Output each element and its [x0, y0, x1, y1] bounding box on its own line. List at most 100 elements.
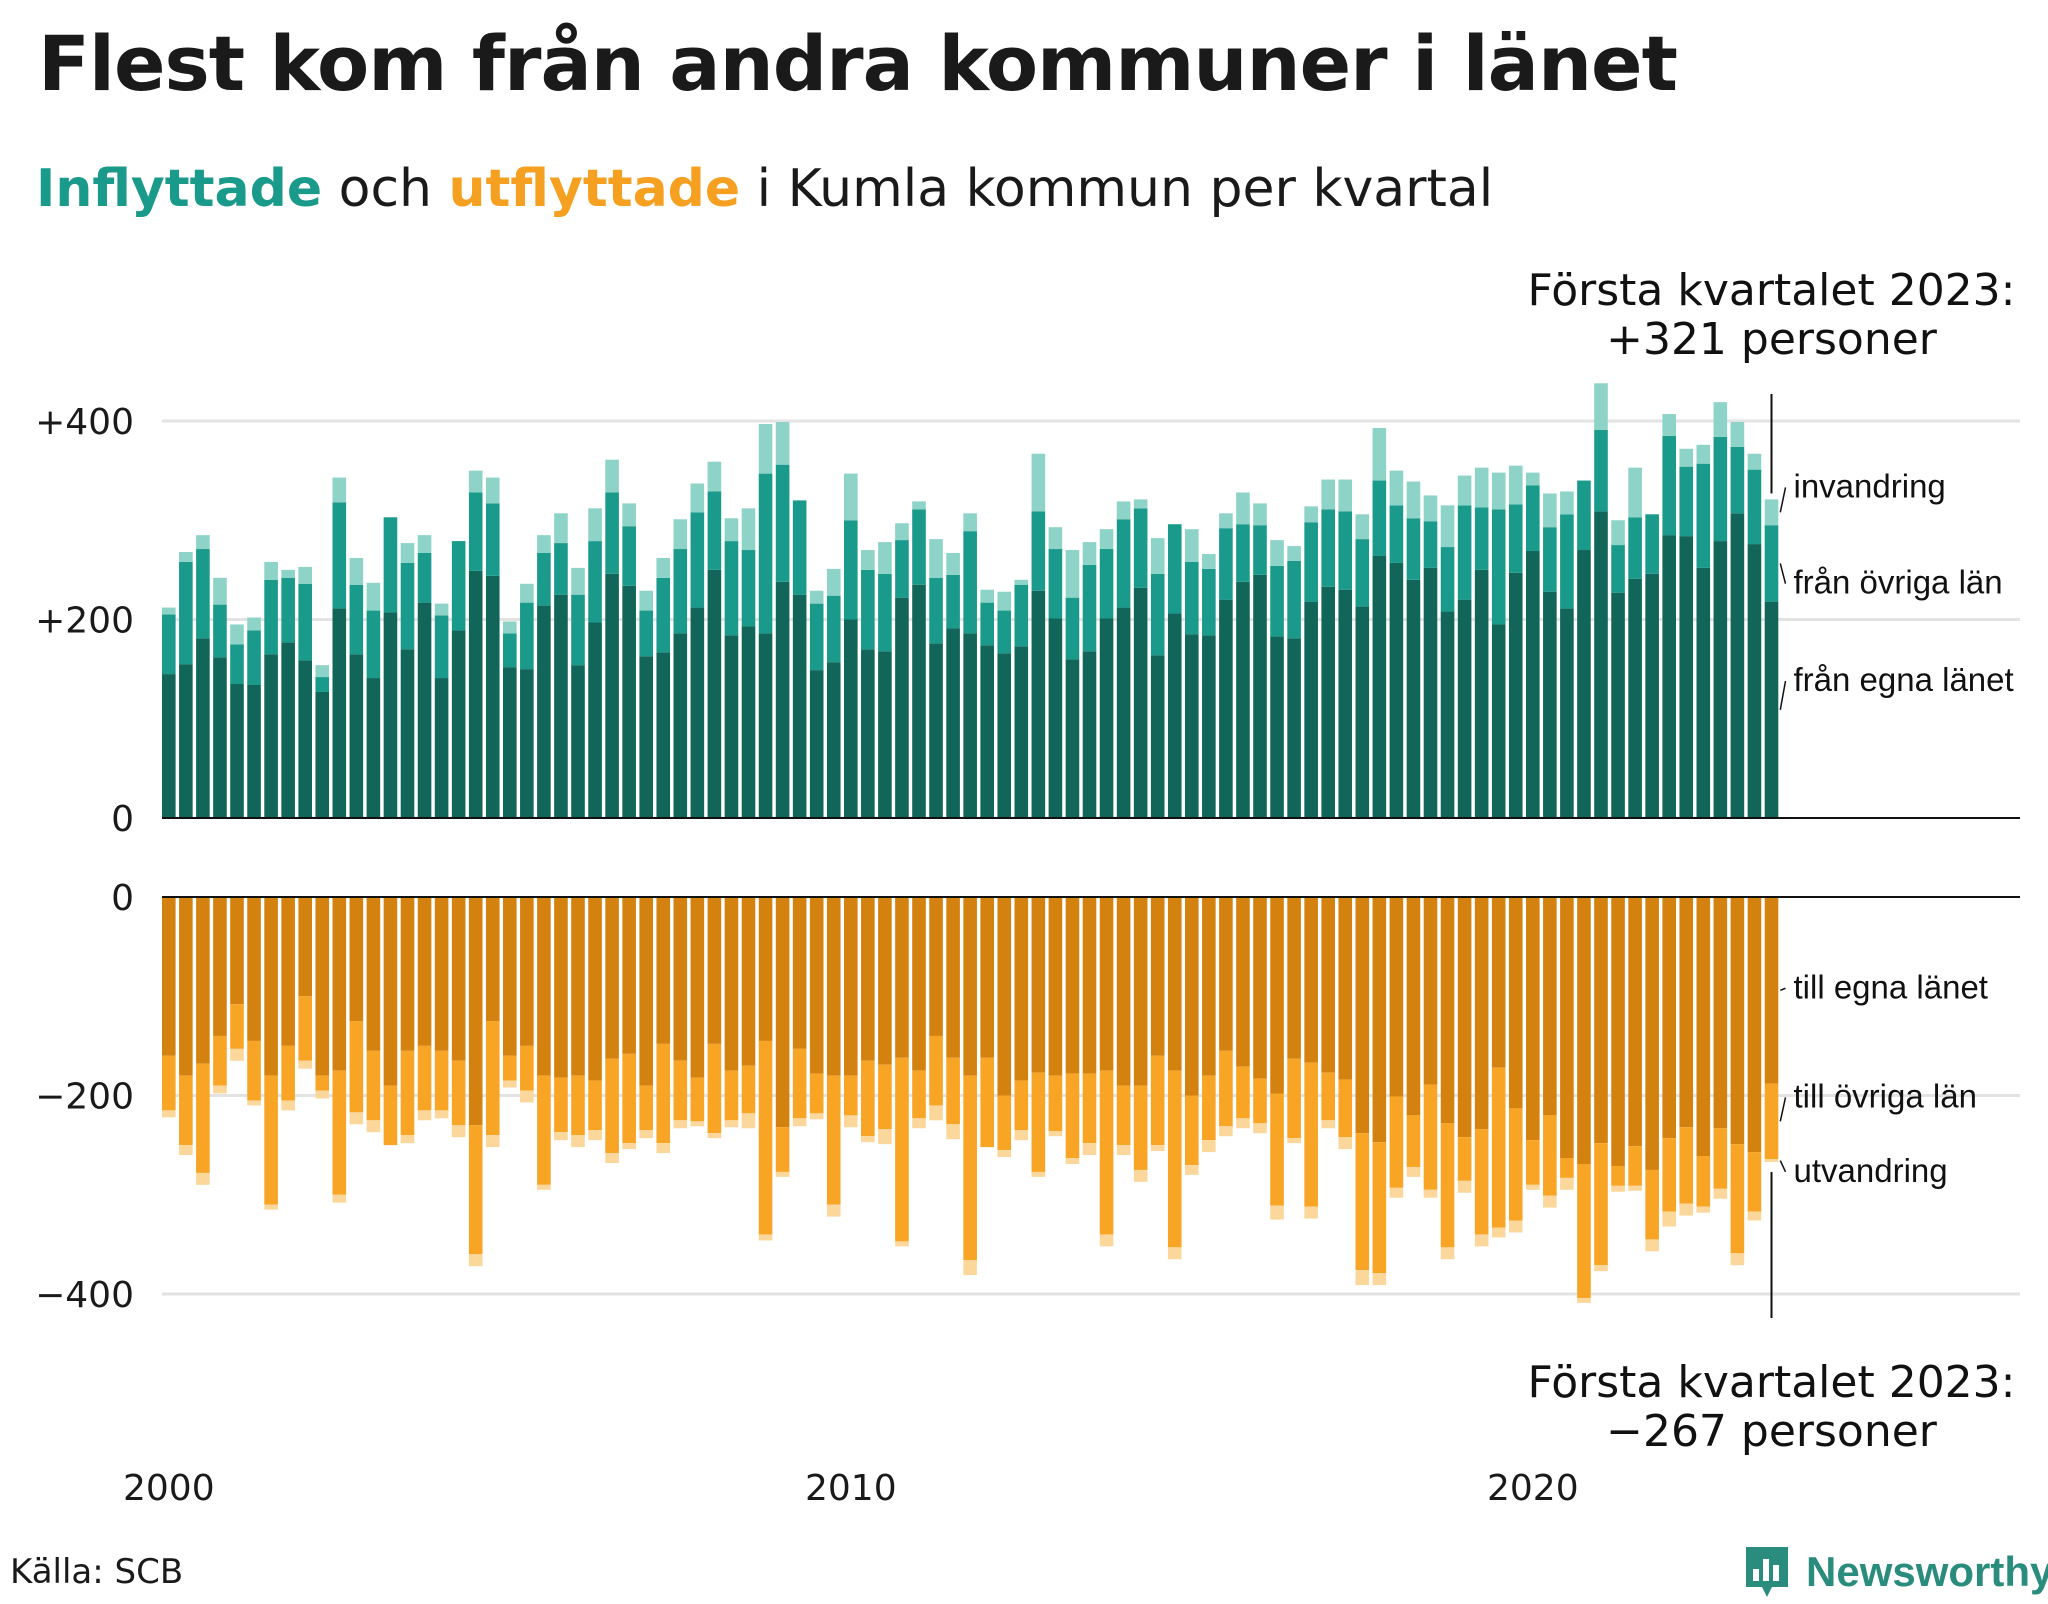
- outflow-bar: [758, 1040, 773, 1235]
- inflow-bar: [315, 665, 330, 678]
- inflow-bar: [605, 459, 619, 493]
- outflow-bar: [485, 897, 500, 1022]
- outflow-bar: [861, 1136, 875, 1143]
- inflow-bar: [400, 562, 415, 650]
- inflow-bar: [946, 574, 960, 629]
- outflow-bar: [1065, 897, 1080, 1074]
- outflow-bar: [554, 897, 568, 1078]
- outflow-bar: [298, 1060, 312, 1069]
- inflow-bar: [980, 602, 994, 646]
- inflow-bar: [366, 610, 381, 679]
- inflow-bar: [451, 541, 466, 631]
- outflow-bar: [179, 1075, 193, 1146]
- outflow-bar: [1543, 1195, 1557, 1208]
- inflow-bar: [162, 614, 176, 675]
- inflow-bar: [1577, 480, 1591, 551]
- inflow-bar: [1526, 551, 1540, 818]
- inflow-bar: [963, 513, 977, 532]
- outflow-bar: [946, 1057, 960, 1125]
- outflow-bar: [179, 1145, 193, 1156]
- inflow-bar: [1202, 568, 1216, 636]
- inflow-bar: [1133, 508, 1148, 588]
- inflow-bar: [434, 678, 449, 818]
- outflow-bar: [622, 1053, 636, 1144]
- outflow-bar: [1577, 897, 1591, 1164]
- inflow-bar: [758, 473, 773, 634]
- inflow-bar: [349, 557, 364, 585]
- inflow-bar: [844, 520, 858, 620]
- inflow-bar: [724, 518, 739, 542]
- inflow-bar: [690, 607, 705, 818]
- inflow-bar: [826, 595, 841, 663]
- outflow-bar: [639, 1085, 653, 1131]
- inflow-bar: [758, 423, 773, 474]
- inflow-bar: [656, 557, 671, 578]
- outflow-bar: [1338, 1079, 1353, 1138]
- outflow-bar: [724, 897, 739, 1071]
- outflow-bar: [724, 1120, 739, 1128]
- outflow-bar: [1133, 1169, 1148, 1182]
- inflow-bar: [1048, 618, 1063, 818]
- outflow-bar: [1764, 1083, 1779, 1160]
- inflow-bar: [1082, 542, 1097, 565]
- outflow-bar: [349, 1021, 364, 1113]
- outflow-bar: [1236, 1066, 1250, 1119]
- inflow-bar: [417, 602, 432, 818]
- outflow-bar: [895, 1241, 909, 1247]
- outflow-bar: [895, 897, 909, 1058]
- inflow-bar: [1065, 597, 1080, 660]
- outflow-bar: [417, 1110, 432, 1121]
- outflow-y-tick-label: 0: [111, 878, 134, 919]
- inflow-bar: [520, 602, 534, 670]
- inflow-bar: [912, 501, 926, 510]
- outflow-bar: [775, 897, 790, 1128]
- outflow-bar: [588, 1130, 602, 1141]
- inflow-bar: [1321, 509, 1335, 587]
- outflow-bar: [1713, 897, 1728, 1129]
- outflow-bar: [332, 897, 347, 1071]
- inflow-bar: [929, 577, 943, 644]
- outflow-bar: [997, 897, 1012, 1096]
- outflow-bar: [1560, 1158, 1574, 1178]
- outflow-bar: [690, 897, 705, 1078]
- outflow-bar: [417, 897, 432, 1046]
- inflow-bar: [537, 605, 551, 818]
- outflow-bar: [1560, 897, 1574, 1159]
- outflow-bar: [554, 1077, 568, 1133]
- inflow-bar: [1014, 579, 1029, 585]
- inflow-bar: [468, 492, 483, 571]
- inflow-bar: [281, 577, 295, 643]
- outflow-bar: [179, 897, 193, 1076]
- outflow-bar: [707, 897, 722, 1044]
- outflow-bar: [1423, 1189, 1438, 1198]
- inflow-bar: [485, 575, 500, 818]
- outflow-bar: [605, 1058, 619, 1154]
- inflow-bar: [247, 630, 261, 686]
- outflow-bar: [1014, 1130, 1029, 1141]
- annotation-bottom-line1: Första kvartalet 2023:: [1528, 1357, 2016, 1408]
- inflow-bar: [1219, 528, 1233, 600]
- inflow-bar: [332, 477, 347, 503]
- inflow-bar: [1474, 467, 1489, 508]
- outflow-bar: [775, 1127, 790, 1172]
- outflow-bar: [1355, 897, 1370, 1134]
- inflow-bar: [1713, 402, 1728, 437]
- inflow-bar: [1150, 573, 1165, 656]
- outflow-bar: [1202, 897, 1216, 1076]
- outflow-bar: [605, 897, 619, 1059]
- inflow-bar: [1270, 565, 1284, 637]
- outflow-bar: [605, 1153, 619, 1163]
- inflow-bar: [588, 622, 602, 818]
- outflow-bar: [1508, 1220, 1523, 1233]
- inflow-bar: [605, 492, 619, 574]
- outflow-bar: [826, 1075, 841, 1205]
- inflow-bar: [878, 542, 892, 574]
- inflow-bar: [1406, 579, 1421, 818]
- inflow-bar: [1099, 549, 1114, 619]
- outflow-bar: [1321, 1120, 1335, 1129]
- inflow-bar: [588, 541, 602, 623]
- inflow-bar: [537, 535, 551, 554]
- outflow-bar: [878, 897, 892, 1065]
- outflow-bar: [1577, 1297, 1591, 1303]
- outflow-series-label: till övriga län: [1794, 1077, 1977, 1114]
